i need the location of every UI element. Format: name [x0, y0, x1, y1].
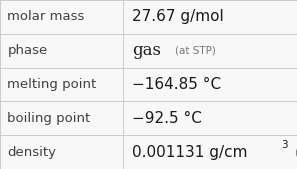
Text: gas: gas: [132, 42, 161, 59]
Text: (at STP): (at STP): [175, 46, 216, 56]
Text: 27.67 g/mol: 27.67 g/mol: [132, 9, 224, 24]
Text: phase: phase: [7, 44, 48, 57]
Text: molar mass: molar mass: [7, 10, 85, 23]
Text: 3: 3: [281, 140, 288, 150]
Text: (at 25 °C): (at 25 °C): [295, 147, 297, 157]
Text: −164.85 °C: −164.85 °C: [132, 77, 221, 92]
Text: 0.001131 g/cm: 0.001131 g/cm: [132, 145, 248, 160]
Text: density: density: [7, 146, 56, 159]
Text: −92.5 °C: −92.5 °C: [132, 111, 202, 126]
Text: boiling point: boiling point: [7, 112, 91, 125]
Text: melting point: melting point: [7, 78, 97, 91]
